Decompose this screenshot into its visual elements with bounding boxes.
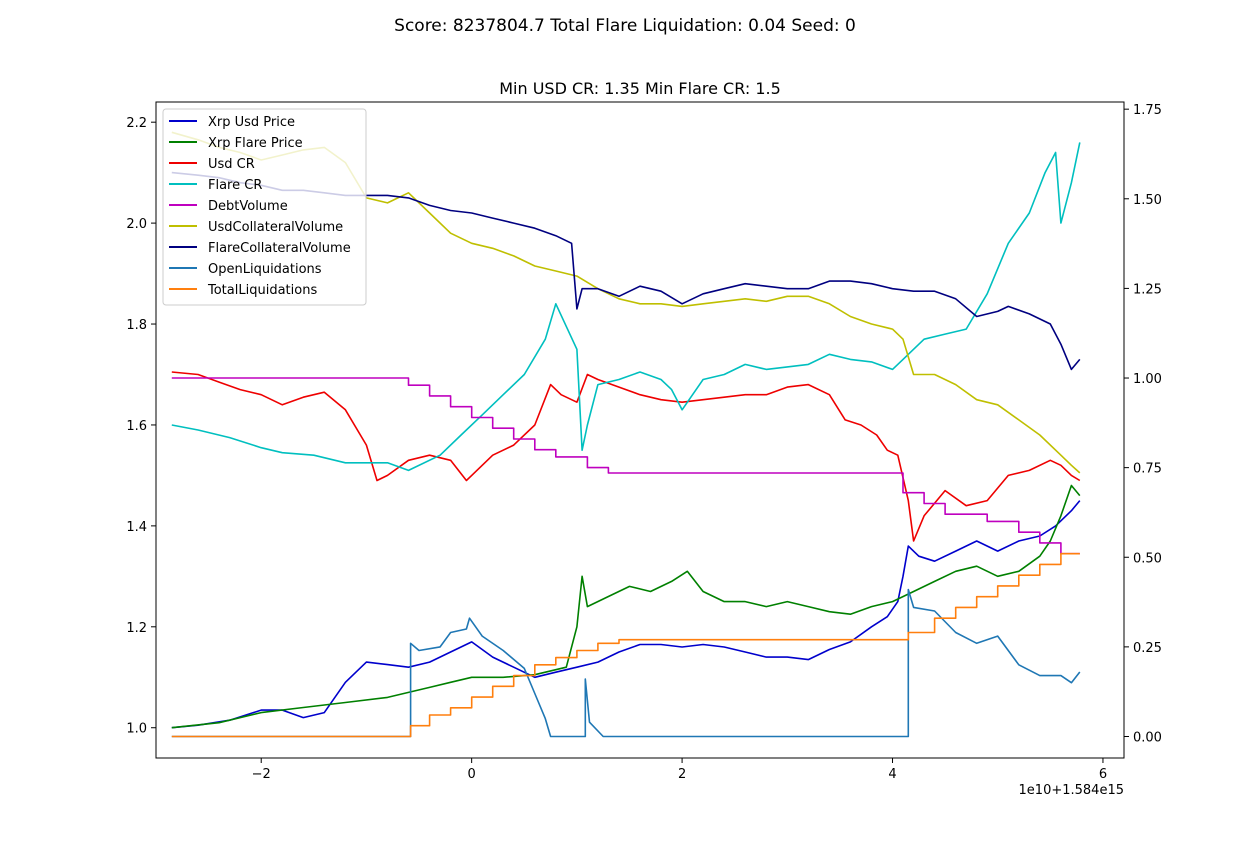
- legend-entry: Xrp Flare Price: [208, 136, 303, 151]
- legend-entry: FlareCollateralVolume: [208, 241, 351, 256]
- legend-entry: TotalLiquidations: [207, 283, 317, 298]
- y-right-tick-label: 1.00: [1133, 372, 1162, 387]
- series-line-3: [171, 142, 1081, 472]
- y-left-tick-label: 1.4: [126, 520, 147, 535]
- series-line-7: [171, 588, 1081, 738]
- y-left-tick-label: 2.0: [126, 217, 147, 232]
- y-right-tick-label: 0.75: [1133, 462, 1162, 477]
- y-right-tick-label: 1.50: [1133, 193, 1162, 208]
- y-left-tick-label: 1.6: [126, 419, 147, 434]
- y-left-tick-label: 1.8: [126, 318, 147, 333]
- y-right-tick-label: 1.25: [1133, 282, 1162, 297]
- y-axis-left: 1.0 1.2 1.4 1.6 1.8 2.0 2.2: [126, 116, 156, 737]
- y-axis-right: 0.00 0.25 0.50 0.75 1.00 1.25 1.50 1.75: [1124, 103, 1162, 745]
- x-tick-label: 4: [888, 767, 896, 782]
- series-line-8: [171, 552, 1080, 738]
- series-line-2: [171, 371, 1081, 542]
- y-right-tick-label: 1.75: [1133, 103, 1162, 118]
- x-tick-label: 6: [1099, 767, 1107, 782]
- legend-entry: OpenLiquidations: [208, 262, 322, 277]
- y-right-tick-label: 0.50: [1133, 551, 1162, 566]
- series-line-0: [171, 500, 1081, 729]
- figure-suptitle: Score: 8237804.7 Total Flare Liquidation…: [394, 16, 856, 36]
- y-left-tick-label: 1.0: [126, 722, 147, 737]
- y-right-tick-label: 0.25: [1133, 641, 1162, 656]
- legend: Xrp Usd Price Xrp Flare Price Usd CR Flare …: [162, 108, 367, 306]
- plot-frame: [155, 101, 1125, 759]
- x-tick-label: 0: [468, 767, 476, 782]
- x-tick-label: −2: [252, 767, 271, 782]
- series-line-4: [171, 377, 1080, 555]
- x-offset-label: 1e10+1.584e15: [1019, 783, 1124, 798]
- y-right-tick-label: 0.00: [1133, 730, 1162, 745]
- y-left-tick-label: 1.2: [126, 621, 147, 636]
- chart-title: Min USD CR: 1.35 Min Flare CR: 1.5: [499, 79, 781, 98]
- x-axis: −2 0 2 4 6: [252, 758, 1107, 782]
- legend-entry: UsdCollateralVolume: [208, 220, 343, 235]
- legend-frame: [162, 108, 367, 306]
- legend-entry: Xrp Usd Price: [208, 115, 295, 130]
- legend-entry: DebtVolume: [208, 199, 288, 214]
- legend-entry: Flare CR: [208, 178, 262, 193]
- series-line-1: [171, 484, 1081, 729]
- x-tick-label: 2: [678, 767, 686, 782]
- series-lines: [171, 131, 1081, 738]
- y-left-tick-label: 2.2: [126, 116, 147, 131]
- legend-entry: Usd CR: [208, 157, 255, 172]
